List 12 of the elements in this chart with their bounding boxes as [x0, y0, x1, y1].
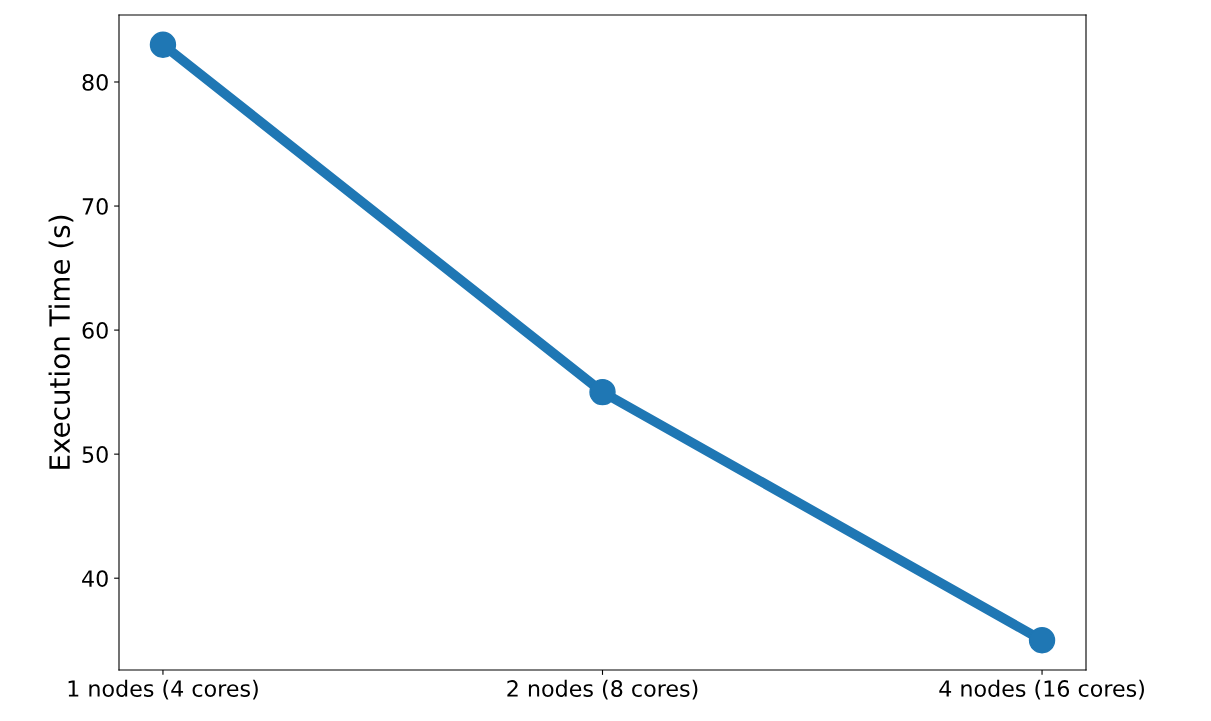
point [149, 31, 177, 58]
y-tick-label: 60 [82, 322, 108, 339]
y-axis-title: Execution Time (s) [48, 215, 74, 469]
point [1028, 627, 1056, 654]
x-tick-label: 2 nodes (8 cores) [507, 679, 698, 700]
y-tick-label: 70 [82, 197, 108, 215]
x-tick-label: 1 nodes (4 cores) [68, 679, 258, 700]
y-tick-label: 80 [82, 73, 108, 91]
point [589, 378, 616, 406]
x-tick-label: 4 nodes (16 cores) [939, 679, 1144, 700]
y-tick-label: 40 [82, 570, 108, 587]
y-tick-label: 50 [82, 446, 108, 463]
